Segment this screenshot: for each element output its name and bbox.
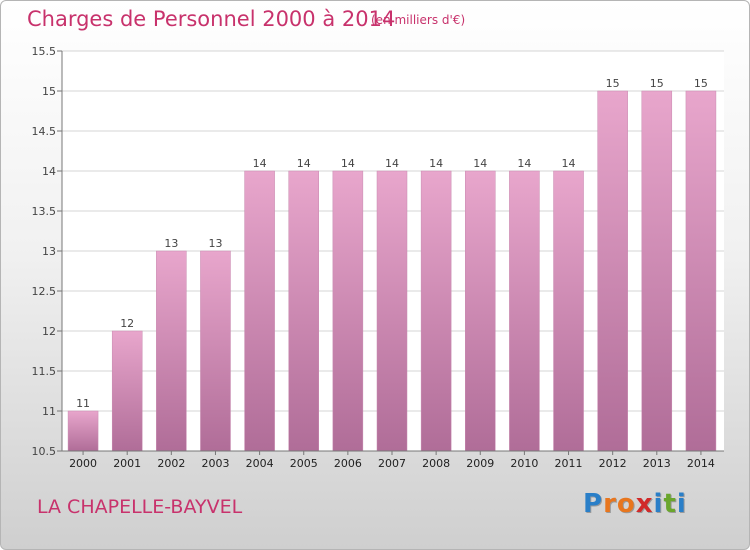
x-tick-label: 2007	[378, 457, 406, 470]
logo-letter: P	[583, 489, 604, 519]
x-tick-label: 2009	[466, 457, 494, 470]
bar-2007	[376, 170, 408, 452]
commune-name: LA CHAPELLE-BAYVEL	[37, 496, 243, 518]
y-tick-label: 13.5	[32, 205, 57, 218]
bar-2011	[553, 170, 584, 452]
x-tick-label: 2001	[113, 457, 141, 470]
logo-letter: i	[653, 489, 664, 519]
bars	[67, 90, 717, 452]
y-tick-label: 15	[42, 85, 56, 98]
x-tick-label: 2010	[510, 457, 538, 470]
bar-2006	[332, 170, 364, 452]
chart-unit: (en milliers d'€)	[371, 13, 466, 27]
bar-2005	[288, 170, 319, 452]
y-tick-label: 11	[42, 405, 56, 418]
data-label: 15	[650, 77, 664, 90]
proxiti-logo[interactable]: Proxiti	[583, 489, 687, 519]
x-tick-label: 2003	[201, 457, 229, 470]
bar-2002	[156, 250, 187, 452]
y-tick-label: 14	[42, 165, 56, 178]
data-label: 12	[120, 317, 134, 330]
y-tick-label: 12.5	[32, 285, 57, 298]
y-tick-label: 11.5	[32, 365, 57, 378]
bar-2012	[597, 90, 628, 452]
data-label: 14	[517, 157, 531, 170]
bar-2003	[200, 250, 231, 452]
logo-letter: o	[616, 489, 636, 519]
data-label: 14	[341, 157, 355, 170]
axes	[61, 51, 724, 452]
x-tick-label: 2006	[334, 457, 362, 470]
x-tick-label: 2014	[687, 457, 715, 470]
x-tick-label: 2008	[422, 457, 450, 470]
bar-2013	[641, 90, 673, 452]
x-tick-label: 2012	[599, 457, 627, 470]
data-label: 14	[385, 157, 399, 170]
y-tick-label: 15.5	[32, 45, 57, 58]
bar-2000	[67, 410, 99, 452]
x-tick-label: 2000	[69, 457, 97, 470]
bar-2001	[111, 330, 143, 452]
y-tick-label: 14.5	[32, 125, 57, 138]
data-label: 14	[429, 157, 443, 170]
data-label: 14	[562, 157, 576, 170]
logo-letter: r	[603, 489, 617, 519]
chart-title: Charges de Personnel 2000 à 2014	[27, 7, 396, 31]
x-tick-label: 2002	[157, 457, 185, 470]
bar-2004	[244, 170, 275, 452]
x-tick-label: 2011	[555, 457, 583, 470]
x-tick-label: 2005	[290, 457, 318, 470]
x-tick-label: 2013	[643, 457, 671, 470]
y-tick-label: 12	[42, 325, 56, 338]
data-label: 14	[253, 157, 267, 170]
logo-letter: i	[676, 489, 687, 519]
data-label: 14	[297, 157, 311, 170]
y-tick-labels: 10.5 11 11.5 12 12.5 13 13.5 14 14.5 15 15.5	[32, 45, 57, 458]
data-label: 15	[606, 77, 620, 90]
data-label: 15	[694, 77, 708, 90]
bar-2014	[685, 90, 717, 452]
bar-2008	[420, 170, 452, 452]
bar-2010	[509, 170, 540, 452]
logo-letter: x	[635, 489, 654, 519]
data-label: 14	[473, 157, 487, 170]
data-labels: 11 12 13 13 14 14 14 14 14 14 14 14 15 15 15	[76, 77, 708, 410]
x-tick-labels: 2000 2001 2002 2003 2004 2005 2006 2007 2008 2009…	[69, 451, 715, 470]
logo-letter: t	[663, 489, 677, 519]
y-tick-label: 13	[42, 245, 56, 258]
y-tick-label: 10.5	[32, 445, 57, 458]
data-label: 13	[208, 237, 222, 250]
data-label: 11	[76, 397, 90, 410]
data-label: 13	[164, 237, 178, 250]
bar-2009	[465, 170, 496, 452]
x-tick-label: 2004	[246, 457, 274, 470]
